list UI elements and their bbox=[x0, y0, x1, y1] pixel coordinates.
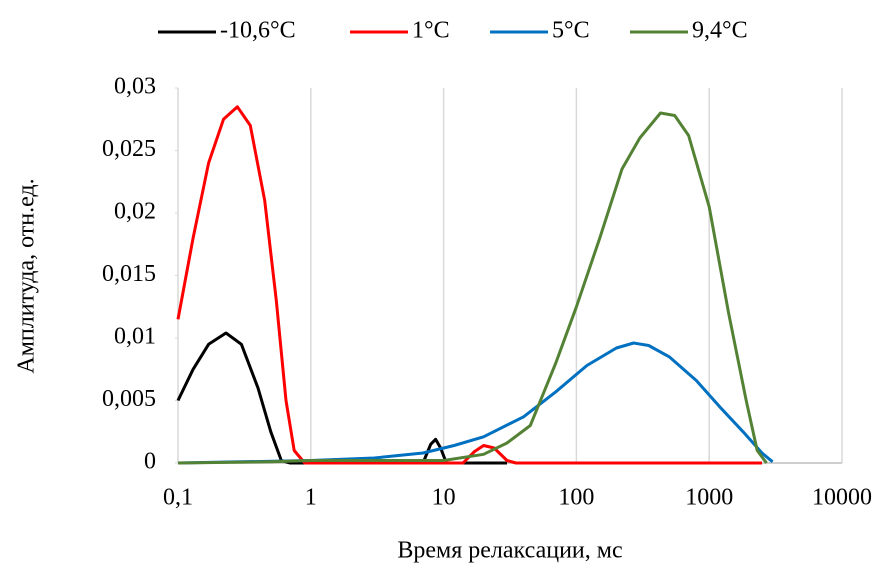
y-tick-label: 0,015 bbox=[102, 261, 156, 287]
x-tick-label: 1000 bbox=[685, 485, 733, 511]
x-tick-label: 100 bbox=[558, 485, 594, 511]
y-tick-label: 0,03 bbox=[114, 74, 156, 100]
y-tick-label: 0,025 bbox=[102, 136, 156, 162]
y-tick-label: 0,01 bbox=[114, 324, 156, 350]
x-axis-label: Время релаксации, мс bbox=[397, 538, 622, 564]
x-tick-label: 10 bbox=[432, 485, 456, 511]
legend-label: 9,4°C bbox=[692, 18, 748, 44]
legend-label: 1°C bbox=[412, 18, 450, 44]
y-tick-label: 0,02 bbox=[114, 199, 156, 225]
series-line bbox=[177, 111, 768, 465]
y-tick-label: 0 bbox=[144, 449, 156, 475]
legend-label: -10,6°C bbox=[220, 18, 296, 44]
y-axis-label: Амплитуда, отн.ед. bbox=[14, 178, 40, 373]
series-line bbox=[177, 341, 774, 465]
series-line bbox=[176, 331, 507, 465]
x-tick-label: 10000 bbox=[812, 485, 872, 511]
x-tick-label: 1 bbox=[305, 485, 317, 511]
legend-label: 5°C bbox=[552, 18, 590, 44]
y-tick-label: 0,005 bbox=[102, 386, 156, 412]
x-tick-label: 0,1 bbox=[163, 485, 193, 511]
series-line bbox=[176, 105, 762, 465]
